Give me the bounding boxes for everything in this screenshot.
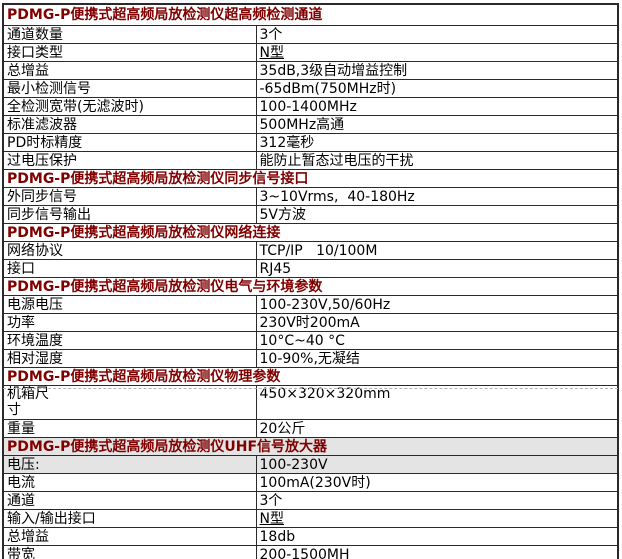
spec-value-cell: 35dB,3级自动增益控制 — [255, 61, 619, 80]
spec-label-cell: 相对湿度 — [2, 349, 257, 368]
table-row: 机箱尺 寸 450×320×320mm — [2, 385, 619, 420]
spec-label-cell: 通道 — [2, 491, 257, 510]
spec-value-cell: N型 — [255, 509, 619, 528]
spec-label-cell: 同步信号输出 — [2, 205, 257, 224]
table-row: 相对湿度 10-90%,无凝结 — [2, 349, 619, 368]
section-header: PDMG-P便携式超高频局放检测仪物理参数 — [2, 367, 619, 386]
spec-label-cell: PD时标精度 — [2, 133, 257, 152]
spec-value-cell: N型 — [255, 43, 619, 62]
spec-value-cell: 18db — [255, 527, 619, 546]
spec-label-cell: 全检测宽带(无滤波时) — [2, 97, 257, 116]
spec-value-cell: 100-230V — [255, 455, 619, 474]
spec-label-cell: 机箱尺 寸 — [2, 385, 257, 420]
table-row: 电源电压 100-230V,50/60Hz — [2, 295, 619, 314]
section-header-row: PDMG-P便携式超高频局放检测仪网络连接 — [2, 223, 619, 242]
spec-value-cell: 450×320×320mm — [255, 385, 619, 420]
spec-label-cell: 电压: — [2, 455, 257, 474]
section-header-row: PDMG-P便携式超高频局放检测仪超高频检测通道 — [2, 3, 619, 26]
spec-label-cell: 接口类型 — [2, 43, 257, 62]
spec-label-cell: 网络协议 — [2, 241, 257, 260]
table-row: 重量 20公斤 — [2, 419, 619, 438]
spec-label-cell: 带宽 — [2, 545, 257, 559]
spec-value-cell: 20公斤 — [255, 419, 619, 438]
spec-value-cell: 500MHz高通 — [255, 115, 619, 134]
table-row: 通道 3个 — [2, 491, 619, 510]
table-row: 通道数量 3个 — [2, 25, 619, 44]
spec-label-cell: 过电压保护 — [2, 151, 257, 170]
section-header: PDMG-P便携式超高频局放检测仪网络连接 — [2, 223, 619, 242]
table-row: 全检测宽带(无滤波时) 100-1400MHz — [2, 97, 619, 116]
table-row: 外同步信号 3~10Vrms, 40-180Hz — [2, 187, 619, 206]
spec-value-cell: 3~10Vrms, 40-180Hz — [255, 187, 619, 206]
table-row: 接口 RJ45 — [2, 259, 619, 278]
spec-value-cell: 100mA(230V时) — [255, 473, 619, 492]
table-row: 网络协议 TCP/IP 10/100M — [2, 241, 619, 260]
spec-label-cell: 标准滤波器 — [2, 115, 257, 134]
spec-label-cell: 重量 — [2, 419, 257, 438]
section-header-row: PDMG-P便携式超高频局放检测仪电气与环境参数 — [2, 277, 619, 296]
spec-label-cell: 电源电压 — [2, 295, 257, 314]
spec-value-cell: 100-1400MHz — [255, 97, 619, 116]
table-row: 输入/输出接口 N型 — [2, 509, 619, 528]
spec-value-cell: 3个 — [255, 491, 619, 510]
spec-value-cell: 312毫秒 — [255, 133, 619, 152]
section-header: PDMG-P便携式超高频局放检测仪超高频检测通道 — [2, 3, 619, 26]
spec-value-cell: 100-230V,50/60Hz — [255, 295, 619, 314]
table-row: PD时标精度 312毫秒 — [2, 133, 619, 152]
table-row: 同步信号输出 5V方波 — [2, 205, 619, 224]
spec-value-cell: 230V时200mA — [255, 313, 619, 332]
section-header: PDMG-P便携式超高频局放检测仪UHF信号放大器 — [2, 437, 619, 456]
spec-label-cell: 总增益 — [2, 527, 257, 546]
section-header-row: PDMG-P便携式超高频局放检测仪UHF信号放大器 — [2, 437, 619, 456]
table-row: 电压: 100-230V — [2, 455, 619, 474]
table-row: 环境温度 10°C~40 °C — [2, 331, 619, 350]
section-header: PDMG-P便携式超高频局放检测仪同步信号接口 — [2, 169, 619, 188]
spec-value-cell: RJ45 — [255, 259, 619, 278]
spec-value-cell: -65dBm(750MHz时) — [255, 79, 619, 98]
section-header-row: PDMG-P便携式超高频局放检测仪物理参数 — [2, 367, 619, 386]
spec-label-cell: 最小检测信号 — [2, 79, 257, 98]
table-row: 总增益 18db — [2, 527, 619, 546]
spec-label-cell: 总增益 — [2, 61, 257, 80]
spec-label-cell: 环境温度 — [2, 331, 257, 350]
spec-label-cell: 电流 — [2, 473, 257, 492]
table-row: 电流 100mA(230V时) — [2, 473, 619, 492]
spec-value-cell: 200-1500MH — [255, 545, 619, 559]
spec-value-cell: 3个 — [255, 25, 619, 44]
spec-label-cell: 接口 — [2, 259, 257, 278]
table-row: 最小检测信号 -65dBm(750MHz时) — [2, 79, 619, 98]
spec-label-cell: 输入/输出接口 — [2, 509, 257, 528]
section-header-row: PDMG-P便携式超高频局放检测仪同步信号接口 — [2, 169, 619, 188]
table-row: 带宽 200-1500MH — [2, 545, 619, 559]
spec-value-cell: TCP/IP 10/100M — [255, 241, 619, 260]
spec-value-cell: 5V方波 — [255, 205, 619, 224]
table-row: 功率 230V时200mA — [2, 313, 619, 332]
spec-table: PDMG-P便携式超高频局放检测仪超高频检测通道 通道数量 3个 接口类型 N型… — [2, 3, 619, 559]
spec-value-cell: 10°C~40 °C — [255, 331, 619, 350]
table-row: 标准滤波器 500MHz高通 — [2, 115, 619, 134]
table-row: 接口类型 N型 — [2, 43, 619, 62]
spec-label-cell: 通道数量 — [2, 25, 257, 44]
table-row: 总增益 35dB,3级自动增益控制 — [2, 61, 619, 80]
table-row: 过电压保护 能防止暂态过电压的干扰 — [2, 151, 619, 170]
spec-label-cell: 外同步信号 — [2, 187, 257, 206]
section-header: PDMG-P便携式超高频局放检测仪电气与环境参数 — [2, 277, 619, 296]
spec-value-cell: 能防止暂态过电压的干扰 — [255, 151, 619, 170]
spec-value-cell: 10-90%,无凝结 — [255, 349, 619, 368]
spec-label-cell: 功率 — [2, 313, 257, 332]
